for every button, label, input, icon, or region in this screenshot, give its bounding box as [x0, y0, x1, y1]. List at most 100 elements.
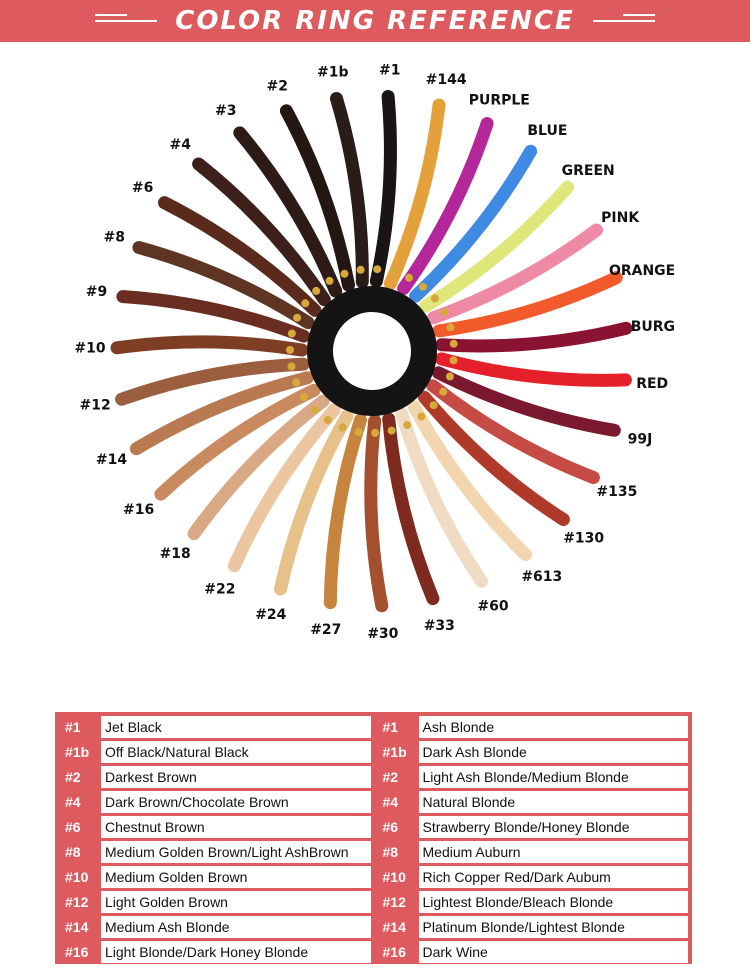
- swatch-clip: [286, 346, 294, 354]
- decorative-rule-right: [592, 14, 655, 22]
- swatch-label: #4: [170, 137, 192, 153]
- swatch-clip: [449, 339, 458, 348]
- hair-swatch: [419, 180, 574, 313]
- hair-swatch: [369, 90, 397, 288]
- swatch-label: ORANGE: [609, 263, 675, 279]
- swatch-label: PINK: [601, 210, 640, 226]
- table-row: #12 Lightest Blonde/Bleach Blonde: [376, 891, 688, 913]
- swatch-clip: [287, 329, 296, 338]
- hair-swatch: [383, 98, 446, 290]
- swatch-label: #1: [379, 63, 400, 79]
- swatch-clip: [373, 265, 382, 274]
- swatch-clip: [312, 286, 321, 295]
- table-row: #1 Ash Blonde: [376, 716, 688, 738]
- hair-swatch: [227, 403, 341, 573]
- color-name: Light Ash Blonde/Medium Blonde: [422, 769, 629, 785]
- swatch-label: GREEN: [562, 163, 615, 179]
- swatch-label: #18: [160, 546, 191, 562]
- swatch-clip: [325, 276, 334, 285]
- swatch-clip: [403, 421, 412, 430]
- color-code: #10: [59, 866, 101, 888]
- table-row: #8 Medium Golden Brown/Light AshBrown: [59, 841, 371, 863]
- table-column-right: #1 Ash Blonde #1b Dark Ash Blonde #2 Light A…: [376, 716, 688, 963]
- swatch-clip: [323, 416, 332, 424]
- color-name: Medium Golden Brown: [105, 869, 248, 885]
- color-name: Strawberry Blonde/Honey Blonde: [422, 819, 630, 835]
- hair-swatch: [233, 126, 343, 298]
- swatch-clip: [293, 313, 302, 322]
- color-code: #12: [376, 891, 419, 913]
- swatch-clip: [387, 426, 396, 435]
- page-title: Color Ring Reference: [175, 6, 575, 36]
- color-name: Dark Ash Blonde: [422, 744, 527, 760]
- table-column-left: #1 Jet Black #1b Off Black/Natural Black #2 D…: [59, 716, 371, 963]
- swatch-clip: [300, 393, 309, 401]
- swatch-clip: [446, 323, 455, 332]
- color-code: #6: [376, 816, 419, 838]
- table-row: #6 Chestnut Brown: [59, 816, 371, 838]
- swatch-label: PURPLE: [469, 92, 530, 108]
- swatch-label: #3: [215, 103, 236, 119]
- table-row: #4 Natural Blonde: [376, 791, 688, 813]
- swatch-label: #8: [104, 230, 125, 246]
- table-row: #1 Jet Black: [59, 716, 371, 738]
- decorative-rule-left: [95, 14, 158, 22]
- swatch-clip: [354, 427, 363, 436]
- swatch-clip: [389, 267, 398, 276]
- swatch-clip: [430, 294, 439, 303]
- swatch-label: #60: [477, 599, 508, 615]
- hair-swatch: [418, 390, 570, 526]
- table-row: #6 Strawberry Blonde/Honey Blonde: [376, 816, 688, 838]
- hair-swatch: [323, 413, 367, 610]
- hair-swatch: [435, 321, 633, 353]
- table-row: #2 Darkest Brown: [59, 766, 371, 788]
- color-code: #1: [376, 716, 419, 738]
- color-code: #8: [376, 841, 419, 863]
- hair-swatch: [192, 157, 331, 307]
- hair-swatch: [407, 400, 533, 562]
- swatch-label: #24: [255, 607, 286, 623]
- color-name: Dark Brown/Chocolate Brown: [105, 794, 289, 810]
- color-code: #14: [59, 916, 101, 938]
- table-row: #10 Medium Golden Brown: [59, 866, 371, 888]
- color-reference-table: #1 Jet Black #1b Off Black/Natural Black #2 D…: [55, 712, 692, 964]
- color-name: Ash Blonde: [422, 719, 495, 735]
- hair-swatch: [382, 412, 440, 606]
- color-code: #4: [59, 791, 101, 813]
- color-name: Darkest Brown: [105, 769, 197, 785]
- color-name: Natural Blonde: [422, 794, 516, 810]
- hair-swatch: [158, 196, 322, 317]
- hair-swatch: [427, 223, 603, 325]
- color-name: Medium Auburn: [422, 844, 521, 860]
- table-row: #8 Medium Auburn: [376, 841, 688, 863]
- table-row: #14 Medium Ash Blonde: [59, 916, 371, 938]
- swatch-clip: [301, 299, 310, 308]
- hair-swatch: [132, 241, 315, 330]
- swatch-clip: [310, 405, 319, 414]
- color-name: Dark Wine: [422, 944, 488, 960]
- color-name: Rich Copper Red/Dark Aubum: [422, 869, 611, 885]
- swatch-clip: [371, 428, 380, 437]
- swatch-label: #130: [563, 530, 604, 546]
- color-code: #2: [376, 766, 419, 788]
- color-name: Light Blonde/Dark Honey Blonde: [105, 944, 309, 960]
- center-ring: [307, 286, 437, 416]
- table-row: #14 Platinum Blonde/Lightest Blonde: [376, 916, 688, 938]
- swatch-clip: [429, 401, 438, 410]
- swatch-clip: [449, 356, 458, 365]
- color-name: Off Black/Natural Black: [105, 744, 249, 760]
- swatch-clip: [287, 362, 296, 371]
- swatch-label: #27: [310, 622, 341, 638]
- hair-swatch: [397, 117, 494, 295]
- table-row: #4 Dark Brown/Chocolate Brown: [59, 791, 371, 813]
- color-name: Platinum Blonde/Lightest Blonde: [422, 919, 625, 935]
- table-row: #1b Off Black/Natural Black: [59, 741, 371, 763]
- swatch-label: #613: [521, 569, 562, 585]
- color-name: Chestnut Brown: [105, 819, 205, 835]
- swatch-label: #2: [267, 78, 288, 94]
- hair-swatch: [435, 352, 632, 387]
- swatch-label: #144: [426, 72, 467, 88]
- color-code: #1: [59, 716, 101, 738]
- swatch-label: RED: [636, 376, 668, 392]
